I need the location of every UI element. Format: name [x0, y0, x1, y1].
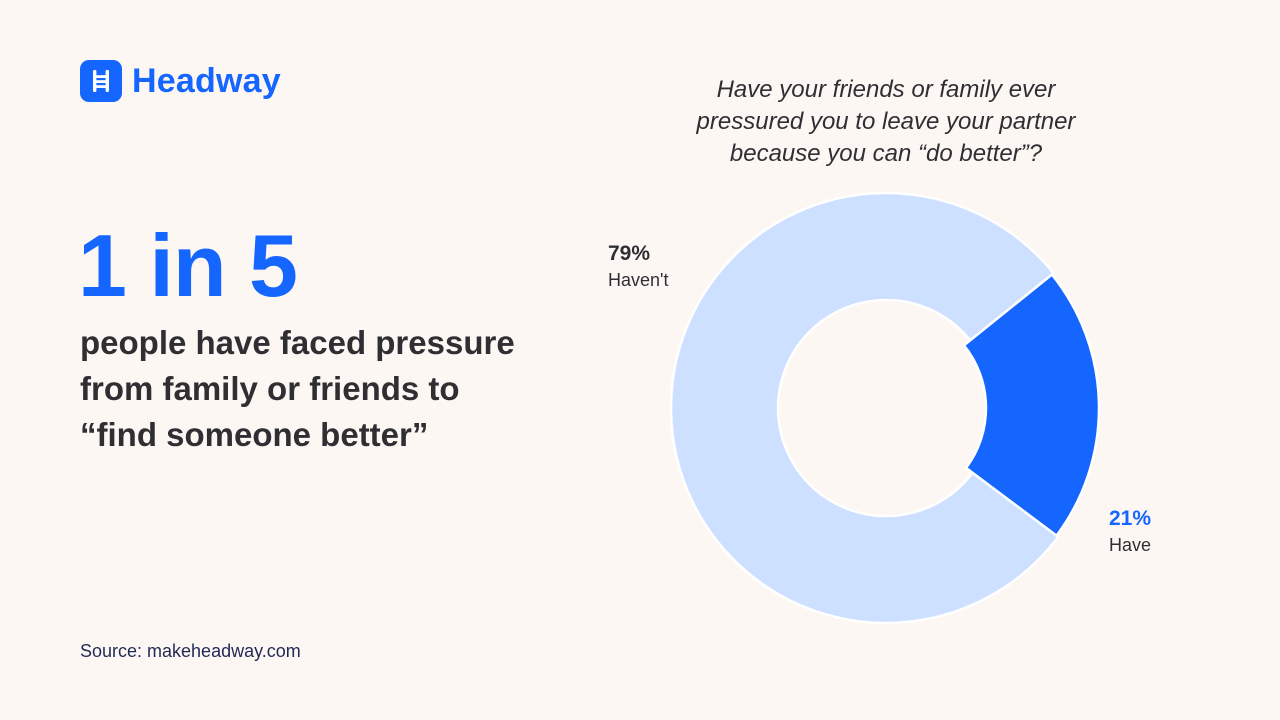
slice-label-have: 21% Have	[1109, 506, 1151, 558]
slice-name-have: Have	[1109, 535, 1152, 555]
donut-slice-have	[962, 273, 1101, 537]
source-note: Source: makeheadway.com	[80, 641, 301, 661]
brand-logo: Headway	[80, 60, 281, 102]
slice-percent-have: 21%	[1109, 507, 1152, 530]
slice-percent-havent: 79%	[608, 242, 651, 265]
headline-description: people have faced pressure from family o…	[80, 324, 515, 453]
slice-label-havent: 79% Haven't	[608, 241, 668, 293]
brand-name: Headway	[132, 61, 281, 100]
ladder-icon	[80, 60, 122, 102]
slice-name-havent: Haven't	[608, 270, 669, 290]
donut-slice-havent	[669, 191, 1060, 625]
chart-title: Have your friends or family ever pressur…	[696, 76, 1076, 167]
headline-stat: 1 in 5	[78, 216, 298, 315]
